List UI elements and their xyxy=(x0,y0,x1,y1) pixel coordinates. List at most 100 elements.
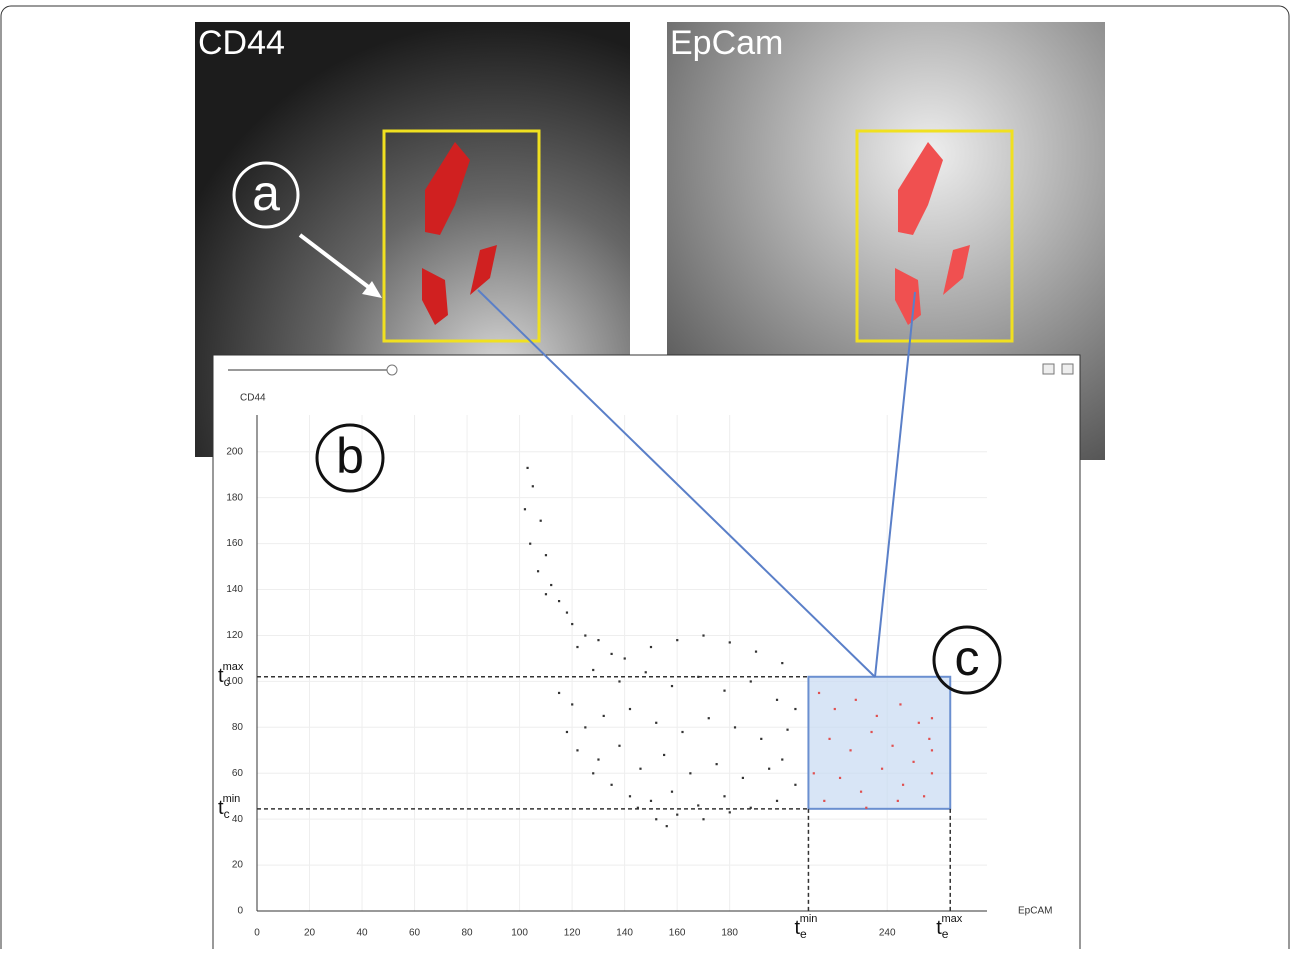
threshold-sup: max xyxy=(223,661,244,673)
point xyxy=(597,758,599,760)
point xyxy=(781,758,783,760)
point xyxy=(881,768,883,770)
point xyxy=(566,731,568,733)
y-tick-label: 180 xyxy=(226,492,243,503)
point xyxy=(603,715,605,717)
point xyxy=(876,715,878,717)
callout-label: c xyxy=(955,630,980,686)
point xyxy=(702,818,704,820)
point xyxy=(931,749,933,751)
point xyxy=(823,800,825,802)
y-tick-label: 40 xyxy=(232,814,244,825)
point xyxy=(729,641,731,643)
point xyxy=(849,749,851,751)
point xyxy=(655,818,657,820)
point xyxy=(576,749,578,751)
point xyxy=(723,795,725,797)
y-axis-label: CD44 xyxy=(240,393,266,404)
y-tick-label: 0 xyxy=(237,906,243,917)
point xyxy=(571,623,573,625)
point xyxy=(776,800,778,802)
point xyxy=(584,726,586,728)
point xyxy=(760,738,762,740)
point xyxy=(818,692,820,694)
point xyxy=(776,699,778,701)
y-tick-label: 140 xyxy=(226,584,243,595)
threshold-sup: min xyxy=(223,793,241,805)
point xyxy=(610,784,612,786)
point xyxy=(768,768,770,770)
point xyxy=(624,657,626,659)
point xyxy=(897,800,899,802)
point xyxy=(663,754,665,756)
point xyxy=(558,600,560,602)
x-tick-label: 140 xyxy=(616,928,633,939)
point xyxy=(618,680,620,682)
point xyxy=(629,795,631,797)
point xyxy=(650,646,652,648)
figure: CD44 EpCam a 020406080100120140160180240… xyxy=(0,0,1290,949)
point xyxy=(676,814,678,816)
point xyxy=(912,761,914,763)
x-tick-label: 160 xyxy=(669,928,686,939)
point xyxy=(618,745,620,747)
minimize-button[interactable] xyxy=(1043,364,1054,374)
point xyxy=(681,731,683,733)
point xyxy=(813,772,815,774)
x-tick-label: 0 xyxy=(254,928,260,939)
x-axis-label: EpCAM xyxy=(1018,906,1052,917)
threshold-sub: c xyxy=(224,675,230,689)
point xyxy=(723,690,725,692)
point xyxy=(537,570,539,572)
point xyxy=(702,634,704,636)
point xyxy=(545,593,547,595)
point xyxy=(860,791,862,793)
x-tick-label: 100 xyxy=(511,928,528,939)
point xyxy=(671,685,673,687)
point xyxy=(592,669,594,671)
point xyxy=(742,777,744,779)
point xyxy=(676,639,678,641)
point xyxy=(839,777,841,779)
point xyxy=(928,738,930,740)
point xyxy=(828,738,830,740)
point xyxy=(629,708,631,710)
point xyxy=(794,708,796,710)
point xyxy=(708,717,710,719)
point xyxy=(655,722,657,724)
threshold-sub: c xyxy=(224,807,230,821)
threshold-sup: min xyxy=(800,913,818,925)
point xyxy=(526,467,528,469)
point xyxy=(716,763,718,765)
point xyxy=(545,554,547,556)
x-tick-label: 20 xyxy=(304,928,316,939)
point xyxy=(650,800,652,802)
callout-label: a xyxy=(252,165,280,221)
point xyxy=(931,772,933,774)
point xyxy=(566,611,568,613)
callout-label: b xyxy=(336,428,364,484)
point xyxy=(923,795,925,797)
point xyxy=(540,520,542,522)
selection-box xyxy=(808,677,950,809)
y-tick-label: 160 xyxy=(226,538,243,549)
point xyxy=(750,680,752,682)
point xyxy=(639,768,641,770)
point xyxy=(689,772,691,774)
y-tick-label: 60 xyxy=(232,768,244,779)
point xyxy=(870,731,872,733)
point xyxy=(597,639,599,641)
point xyxy=(855,699,857,701)
x-tick-label: 180 xyxy=(721,928,738,939)
point xyxy=(891,745,893,747)
point xyxy=(529,543,531,545)
point xyxy=(645,671,647,673)
point xyxy=(734,726,736,728)
point xyxy=(755,651,757,653)
point xyxy=(610,653,612,655)
close-button[interactable] xyxy=(1062,364,1073,374)
point xyxy=(584,634,586,636)
point xyxy=(532,485,534,487)
x-tick-label: 40 xyxy=(356,928,368,939)
point xyxy=(592,772,594,774)
